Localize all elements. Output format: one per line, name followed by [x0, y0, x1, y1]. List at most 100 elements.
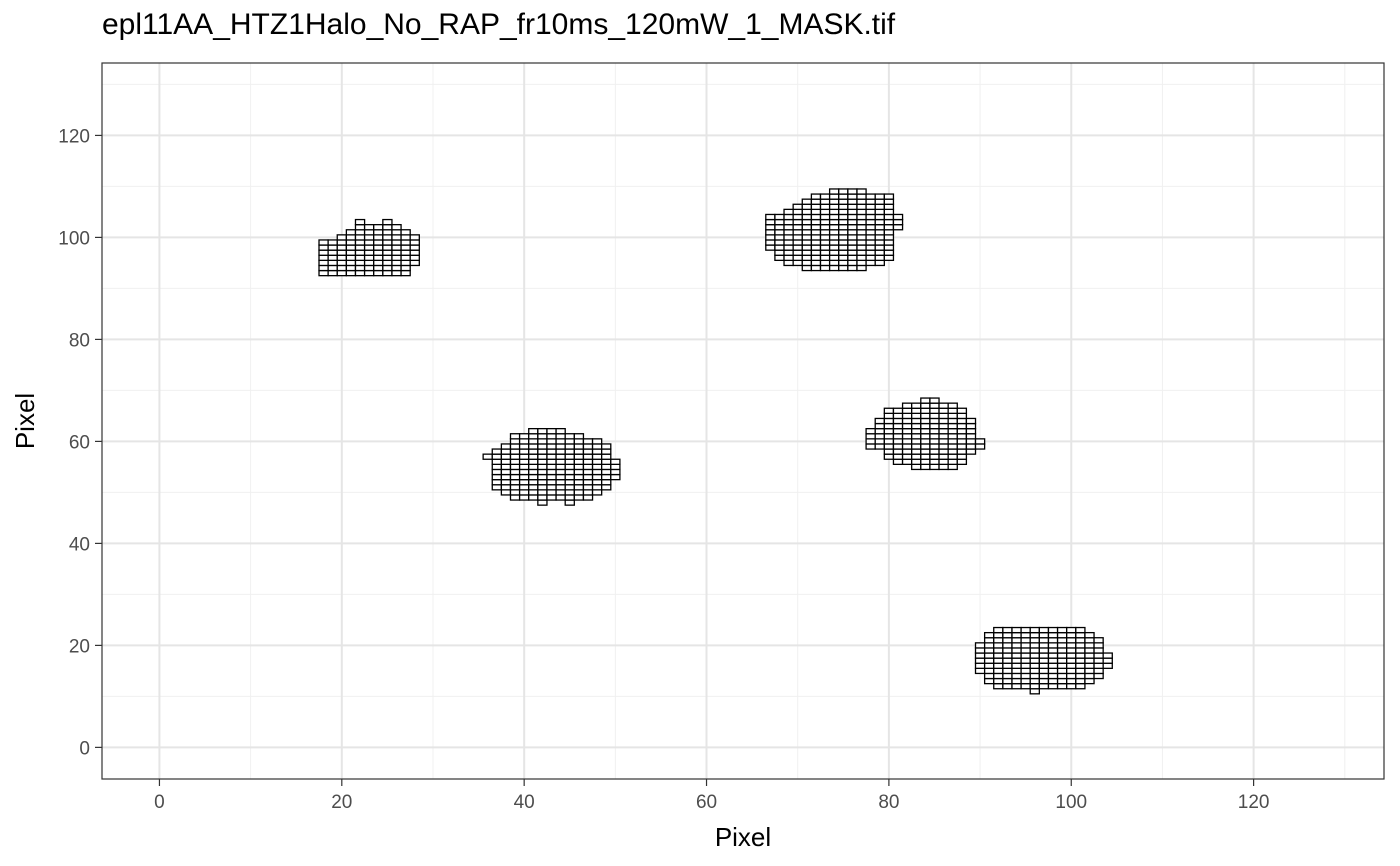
mask-pixel	[920, 397, 931, 404]
mask-pixel	[1056, 682, 1068, 690]
y-axis-label: Pixel	[10, 393, 40, 449]
mask-pixel	[1047, 631, 1059, 639]
mask-pixel	[929, 422, 940, 430]
mask-pixel	[993, 662, 1004, 669]
mask-pixel	[1093, 647, 1104, 654]
mask-pixel	[1075, 626, 1086, 634]
mask-pixel	[965, 433, 977, 440]
mask-pixel	[819, 264, 831, 272]
mask-pixel	[856, 198, 867, 205]
mask-pixel	[810, 259, 822, 267]
mask-pixel	[373, 224, 384, 231]
mask-pixel	[610, 463, 621, 471]
mask-pixel	[555, 463, 566, 471]
mask-pixel	[956, 453, 968, 460]
mask-pixel	[1038, 677, 1050, 685]
mask-pixel	[1066, 677, 1077, 685]
mask-pixel	[1002, 667, 1013, 675]
mask-pixel	[1066, 626, 1077, 634]
mask-pixel	[528, 468, 539, 476]
mask-pixel	[1075, 631, 1086, 639]
mask-pixel	[1084, 647, 1095, 654]
mask-pixel	[500, 484, 512, 491]
mask-pixel	[792, 208, 803, 216]
mask-pixel	[1066, 647, 1077, 654]
mask-pixel	[847, 229, 858, 236]
mask-pixel	[382, 244, 393, 251]
mask-pixel	[409, 254, 420, 262]
mask-pixel	[555, 484, 566, 491]
mask-pixel	[1002, 647, 1013, 654]
mask-pixel	[555, 489, 566, 496]
mask-pixel	[965, 417, 977, 425]
mask-pixel	[509, 468, 521, 476]
mask-pixel	[920, 427, 931, 435]
mask-pixel	[518, 443, 530, 450]
mask-pixel	[1011, 667, 1022, 675]
mask-pixel	[1011, 677, 1022, 685]
mask-pixel	[363, 264, 375, 272]
mask-pixel	[828, 224, 840, 231]
mask-pixel	[336, 259, 348, 267]
mask-pixel	[1056, 662, 1068, 669]
mask-pixel	[819, 259, 831, 267]
mask-pixel	[327, 239, 338, 246]
mask-pixel	[828, 244, 840, 251]
mask-pixel	[874, 234, 885, 241]
mask-pixel	[765, 224, 776, 231]
mask-pixel	[573, 468, 585, 476]
mask-pixel	[865, 198, 876, 205]
mask-pixel	[582, 478, 594, 486]
mask-pixel	[810, 244, 822, 251]
mask-pixel	[546, 468, 557, 476]
mask-pixel	[901, 438, 913, 445]
mask-pixel	[528, 489, 539, 496]
mask-pixel	[509, 453, 521, 460]
mask-pixel	[874, 417, 885, 425]
mask-pixel	[1011, 662, 1022, 669]
mask-pixel	[509, 438, 521, 445]
mask-pixel	[354, 244, 366, 251]
mask-pixel	[929, 397, 940, 404]
mask-pixel	[883, 224, 895, 231]
mask-pixel	[938, 402, 949, 409]
mask-pixel	[336, 269, 348, 277]
mask-pixel	[938, 417, 949, 425]
mask-pixel	[956, 438, 968, 445]
mask-pixel	[828, 193, 840, 200]
mask-pixel	[363, 259, 375, 267]
mask-pixel	[518, 478, 530, 486]
mask-pixel	[1084, 657, 1095, 664]
mask-pixel	[573, 478, 585, 486]
mask-pixel	[336, 254, 348, 262]
mask-pixel	[546, 489, 557, 496]
mask-pixel	[327, 249, 338, 256]
mask-pixel	[929, 443, 940, 450]
x-tick-label: 120	[1238, 792, 1270, 813]
mask-pixel	[865, 427, 876, 435]
mask-pixel	[354, 264, 366, 272]
mask-pixel	[956, 422, 968, 430]
mask-pixel	[838, 224, 849, 231]
mask-pixel	[491, 468, 503, 476]
mask-pixel	[1011, 682, 1022, 690]
mask-pixel	[938, 422, 949, 430]
mask-pixel	[874, 239, 885, 246]
mask-pixel	[911, 463, 922, 471]
mask-pixel	[509, 458, 521, 465]
mask-pixel	[792, 244, 803, 251]
mask-pixel	[865, 224, 876, 231]
x-tick-label: 40	[514, 792, 535, 813]
mask-pixel	[774, 229, 785, 236]
mask-pixel	[1020, 657, 1031, 664]
x-tick-label: 0	[154, 792, 165, 813]
mask-pixel	[911, 438, 922, 445]
mask-pixel	[947, 412, 958, 420]
mask-pixel	[528, 453, 539, 460]
mask-pixel	[382, 269, 393, 277]
mask-pixel	[810, 229, 822, 236]
mask-pixel	[1056, 642, 1068, 649]
mask-pixel	[1056, 677, 1068, 685]
mask-pixel	[1011, 626, 1022, 634]
mask-pixel	[911, 453, 922, 460]
